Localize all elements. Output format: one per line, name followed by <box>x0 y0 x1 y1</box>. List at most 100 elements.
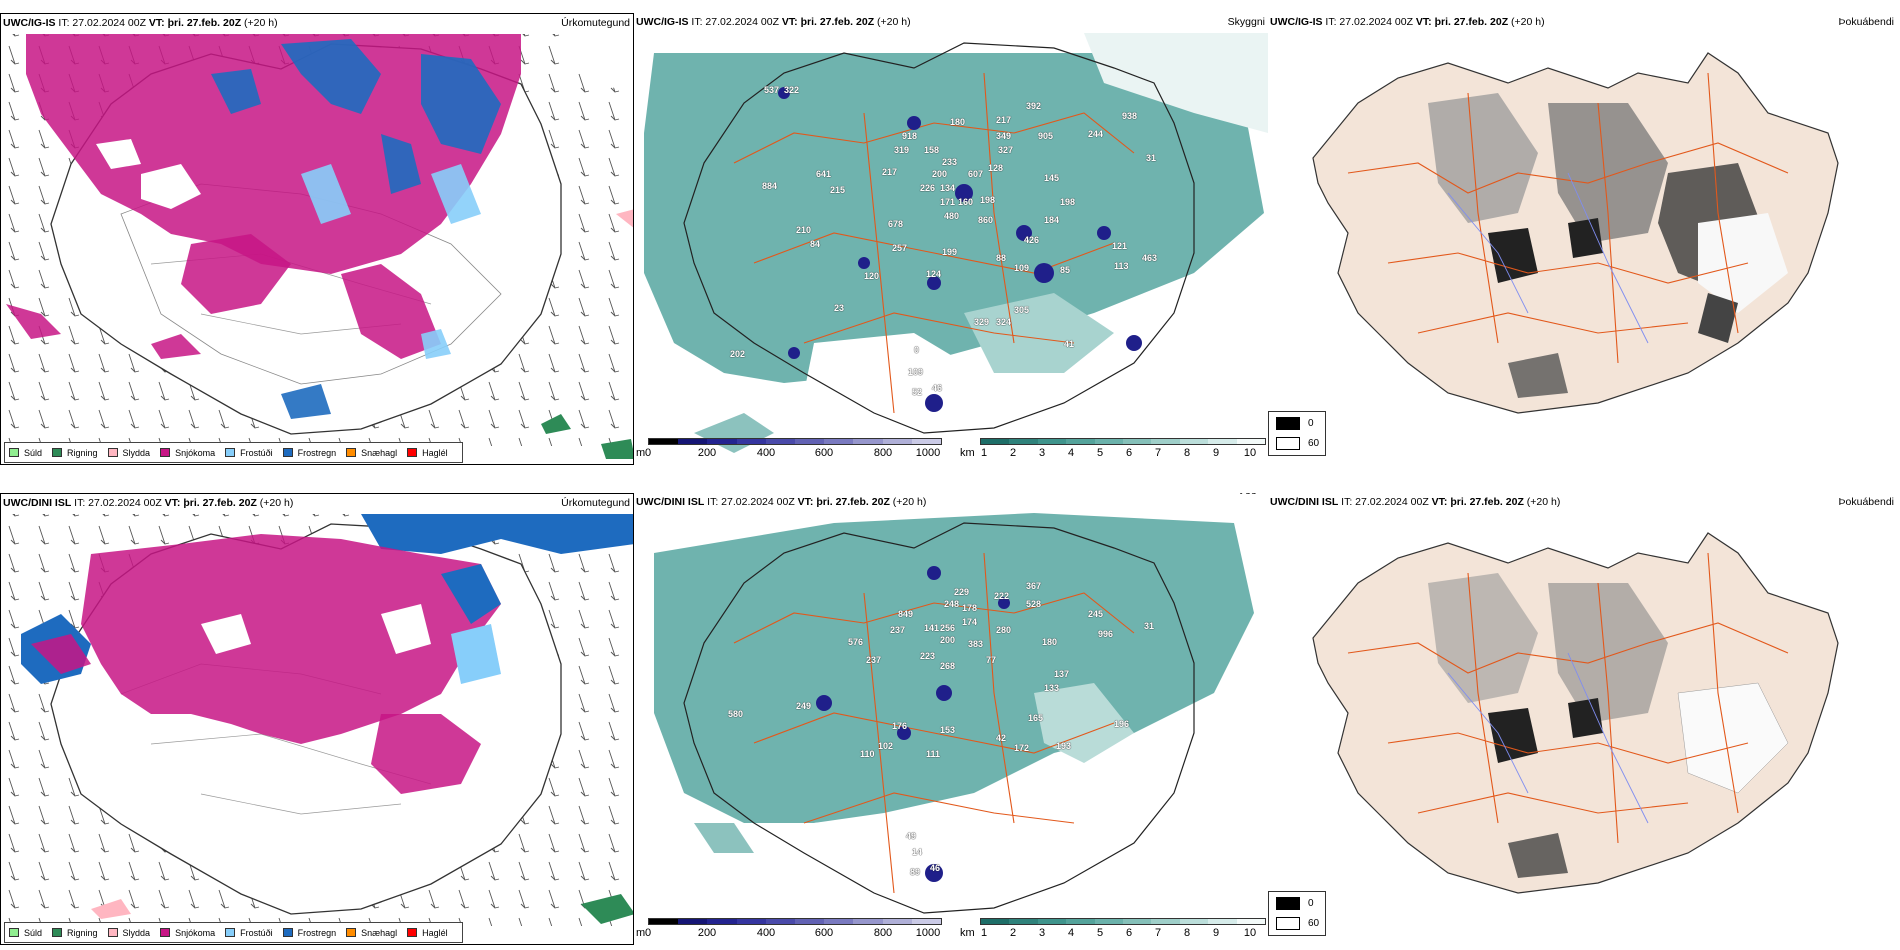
tick: 7 <box>1154 927 1162 939</box>
value-label: 537 <box>764 85 780 95</box>
visibility-panel-dini: UWC/DINI ISL IT: 27.02.2024 00Z VT: þri.… <box>634 493 1268 945</box>
value-label: 860 <box>978 215 994 225</box>
tick: 1000 <box>915 447 941 459</box>
legend-rigning: Rigning <box>52 928 98 938</box>
value-label: 256 <box>940 623 956 633</box>
tick: 800 <box>873 447 893 459</box>
fog-panel-dini: UWC/DINI ISL IT: 27.02.2024 00Z VT: þri.… <box>1268 493 1900 945</box>
value-label: 160 <box>958 197 974 207</box>
height-colorbar: m 0 200 400 600 800 1000 <box>636 438 942 462</box>
value-label: 0 <box>914 345 920 355</box>
value-label: 305 <box>1014 305 1030 315</box>
value-label: 480 <box>944 211 960 221</box>
value-label: 110 <box>860 749 875 759</box>
tick: 200 <box>697 447 717 459</box>
tick: 4 <box>1067 447 1075 459</box>
tick: 3 <box>1038 927 1046 939</box>
value-label: 580 <box>728 709 744 719</box>
value-label: 52 <box>912 387 923 397</box>
value-label: 171 <box>940 197 956 207</box>
value-label: 200 <box>932 169 948 179</box>
value-label: 268 <box>940 661 956 671</box>
tick: 3 <box>1038 447 1046 459</box>
value-label: 918 <box>902 131 918 141</box>
value-label: 14 <box>912 847 923 857</box>
value-label: 327 <box>998 145 1014 155</box>
legend-slydda: Slydda <box>107 928 150 938</box>
value-label: 137 <box>1054 669 1070 679</box>
panel-title: UWC/DINI ISL IT: 27.02.2024 00Z VT: þri.… <box>1270 496 1561 508</box>
tick: 0 <box>644 927 652 939</box>
value-label: 237 <box>890 625 906 635</box>
value-label: 199 <box>942 247 958 257</box>
panel-title: UWC/IG-IS IT: 27.02.2024 00Z VT: þri. 27… <box>3 17 278 29</box>
value-label: 165 <box>1028 713 1044 723</box>
value-label: 46 <box>930 863 941 873</box>
legend-snaehagl: Snæhagl <box>346 928 397 938</box>
value-label: 85 <box>1060 265 1071 275</box>
legend-snaehagl: Snæhagl <box>346 448 397 458</box>
tick: 8 <box>1183 447 1191 459</box>
value-label: 113 <box>1114 261 1129 271</box>
visibility-colorbar: km 1 2 3 4 5 6 7 8 9 10 <box>960 438 1266 462</box>
value-label: 233 <box>942 157 958 167</box>
value-label: 89 <box>910 867 921 877</box>
value-label: 576 <box>848 637 864 647</box>
value-label: 196 <box>1114 719 1130 729</box>
legend-frostudi: Frostúði <box>225 928 273 938</box>
value-label: 180 <box>950 117 966 127</box>
panel-tag: Úrkomutegund <box>561 17 630 29</box>
value-label: 124 <box>926 269 942 279</box>
value-label: 88 <box>996 253 1007 263</box>
legend-sudd: Súld <box>9 448 42 458</box>
value-label: 41 <box>1064 339 1075 349</box>
value-label: 607 <box>968 169 984 179</box>
value-label: 172 <box>1014 743 1030 753</box>
value-label: 938 <box>1122 111 1138 121</box>
value-label: 180 <box>1042 637 1058 647</box>
value-label: 244 <box>1088 129 1104 139</box>
value-label: 31 <box>1146 153 1157 163</box>
value-label: 202 <box>730 349 746 359</box>
value-label: 222 <box>994 591 1010 601</box>
tick: 1 <box>980 447 988 459</box>
visibility-map <box>654 513 1254 914</box>
value-label: 463 <box>1142 253 1158 263</box>
tick: 5 <box>1096 927 1104 939</box>
tick: 600 <box>814 927 834 939</box>
value-label: 319 <box>894 145 910 155</box>
value-label: 996 <box>1098 629 1114 639</box>
value-label: 392 <box>1026 101 1042 111</box>
value-label: 134 <box>940 183 956 193</box>
visibility-unit: km <box>960 447 975 459</box>
value-label: 128 <box>988 163 1004 173</box>
value-label: 237 <box>866 655 882 665</box>
panel-title: UWC/IG-IS IT: 27.02.2024 00Z VT: þri. 27… <box>636 16 911 28</box>
legend-frostregn: Frostregn <box>282 448 336 458</box>
value-label: 133 <box>1044 683 1060 693</box>
tick: 8 <box>1183 927 1191 939</box>
panel-title: UWC/DINI ISL IT: 27.02.2024 00Z VT: þri.… <box>3 497 294 509</box>
tick: 2 <box>1009 447 1017 459</box>
value-label: 245 <box>1088 609 1104 619</box>
value-label: 248 <box>944 599 960 609</box>
value-label: 49 <box>906 831 917 841</box>
value-label: 153 <box>940 725 956 735</box>
visibility-unit: km <box>960 927 975 939</box>
value-label: 349 <box>996 131 1012 141</box>
value-label: 42 <box>996 733 1007 743</box>
value-label: 46 <box>932 383 943 393</box>
value-label: 217 <box>882 167 898 177</box>
precip-map <box>1 34 633 459</box>
tick: 9 <box>1212 927 1220 939</box>
tick: 0 <box>644 447 652 459</box>
panel-tag: Skyggni <box>1228 493 1265 495</box>
fog-legend: 0 60 <box>1268 891 1326 936</box>
value-label: 198 <box>1060 197 1076 207</box>
value-label: 121 <box>1112 241 1128 251</box>
height-unit: m <box>636 927 646 939</box>
value-label: 23 <box>834 303 845 313</box>
value-label: 849 <box>898 609 914 619</box>
value-label: 226 <box>920 183 936 193</box>
tick: 10 <box>1243 447 1257 459</box>
